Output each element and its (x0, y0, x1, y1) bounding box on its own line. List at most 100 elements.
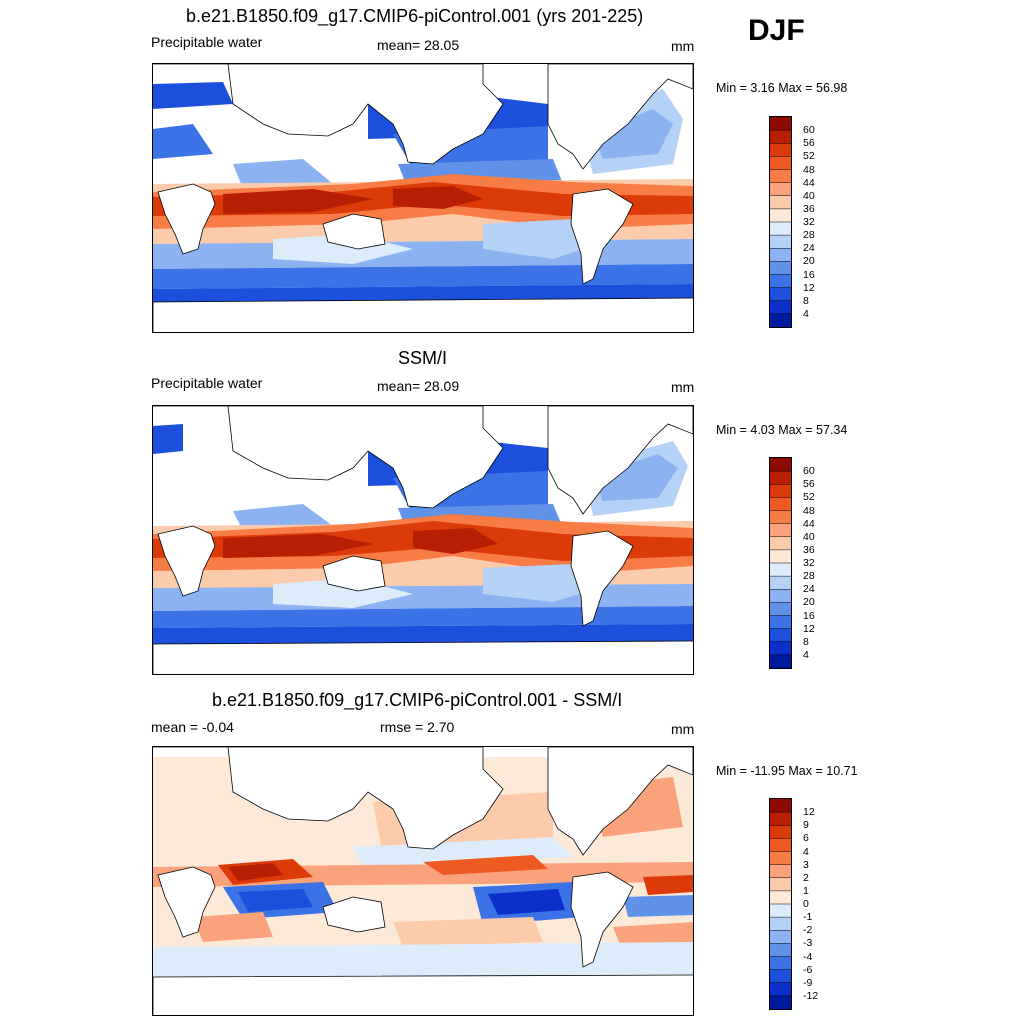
colorbar-tick: 32 (803, 216, 815, 228)
colorbar-tick: -6 (803, 963, 813, 976)
colorbar-swatch (770, 654, 791, 668)
colorbar-tick: -4 (803, 950, 813, 963)
colorbar-tick: -12 (803, 989, 819, 1002)
colorbar-tick: 12 (803, 806, 815, 819)
colorbar-tick: 52 (803, 491, 815, 504)
colorbar-tick: 8 (803, 294, 809, 307)
colorbar-swatch (770, 313, 791, 327)
panel-1-title: b.e21.B1850.f09_g17.CMIP6-piControl.001 … (186, 6, 644, 26)
colorbar-swatch (770, 576, 791, 590)
colorbar-swatch (770, 458, 791, 472)
colorbar-swatch (770, 143, 791, 157)
colorbar-swatch (770, 641, 791, 656)
panel-2-colorbar (769, 457, 792, 669)
colorbar-swatch (770, 838, 791, 852)
colorbar-swatch (770, 956, 791, 970)
colorbar-tick: 52 (803, 150, 815, 163)
panel-3-mean-label: mean = -0.04 (151, 719, 234, 735)
colorbar-swatch (770, 523, 791, 538)
colorbar-tick: 12 (803, 281, 815, 294)
colorbar-swatch (770, 864, 791, 879)
panel-3-units: mm (671, 721, 695, 737)
colorbar-swatch (770, 287, 791, 302)
colorbar-swatch (770, 969, 791, 984)
colorbar-swatch (770, 471, 791, 485)
colorbar-swatch (770, 982, 791, 997)
colorbar-swatch (770, 235, 791, 249)
colorbar-swatch (770, 274, 791, 288)
colorbar-tick: 24 (803, 583, 815, 596)
colorbar-tick: 56 (803, 137, 815, 150)
colorbar-tick: 60 (803, 124, 815, 137)
panel-3-rmse-label: rmse = 2.70 (380, 719, 455, 735)
colorbar-swatch (770, 917, 791, 931)
colorbar-tick: 16 (803, 268, 815, 281)
colorbar-swatch (770, 877, 791, 892)
colorbar-swatch (770, 799, 791, 813)
panel-2-minmax: Min = 4.03 Max = 57.34 (716, 423, 848, 437)
colorbar-swatch (770, 943, 791, 957)
colorbar-swatch (770, 589, 791, 603)
colorbar-swatch (770, 117, 791, 131)
panel-3-colorbar (769, 798, 792, 1010)
colorbar-swatch (770, 130, 791, 144)
panel-1-minmax: Min = 3.16 Max = 56.98 (716, 81, 848, 95)
colorbar-tick: 3 (803, 858, 809, 871)
colorbar-tick: 1 (803, 884, 809, 897)
season-label: DJF (748, 14, 805, 47)
colorbar-swatch (770, 995, 791, 1009)
panel-2-title: SSM/I (398, 348, 448, 368)
colorbar-tick: 28 (803, 229, 815, 242)
colorbar-tick: 2 (803, 871, 809, 884)
colorbar-tick: 40 (803, 189, 815, 202)
colorbar-tick: 9 (803, 819, 809, 832)
colorbar-tick: 4 (803, 307, 809, 320)
colorbar-tick: 0 (803, 898, 809, 910)
colorbar-swatch (770, 890, 791, 905)
colorbar-swatch (770, 904, 791, 918)
colorbar-tick: 56 (803, 478, 815, 491)
panel-3-colorbar-swatches (770, 799, 791, 1009)
panel-3-minmax: Min = -11.95 Max = 10.71 (716, 764, 858, 778)
colorbar-tick: 44 (803, 176, 815, 189)
colorbar-tick: -1 (803, 911, 813, 924)
colorbar-swatch (770, 182, 791, 197)
colorbar-swatch (770, 549, 791, 564)
colorbar-tick: 48 (803, 163, 815, 176)
colorbar-swatch (770, 628, 791, 643)
panel-2-mean-label: mean= 28.09 (377, 378, 460, 394)
colorbar-tick: 28 (803, 570, 815, 583)
colorbar-swatch (770, 563, 791, 577)
colorbar-tick: 44 (803, 517, 815, 530)
panel-1-map (152, 63, 694, 333)
panel-3-title: b.e21.B1850.f09_g17.CMIP6-piControl.001 … (212, 690, 623, 710)
colorbar-swatch (770, 497, 791, 511)
colorbar-tick: 4 (803, 648, 809, 661)
colorbar-tick: -9 (803, 976, 813, 989)
panel-2-left-label: Precipitable water (151, 375, 263, 391)
panel-1-mean-label: mean= 28.05 (377, 37, 460, 53)
colorbar-swatch (770, 156, 791, 170)
colorbar-swatch (770, 536, 791, 551)
colorbar-swatch (770, 208, 791, 223)
panel-3-map (152, 746, 694, 1016)
colorbar-swatch (770, 851, 791, 865)
colorbar-tick: 16 (803, 609, 815, 622)
colorbar-tick: 8 (803, 635, 809, 648)
colorbar-tick: 20 (803, 596, 815, 609)
colorbar-tick: 12 (803, 622, 815, 635)
colorbar-swatch (770, 222, 791, 236)
colorbar-tick: 36 (803, 543, 815, 556)
colorbar-swatch (770, 825, 791, 839)
colorbar-tick: 40 (803, 530, 815, 543)
colorbar-swatch (770, 510, 791, 524)
colorbar-swatch (770, 195, 791, 210)
colorbar-swatch (770, 602, 791, 616)
colorbar-swatch (770, 300, 791, 315)
colorbar-tick: -3 (803, 937, 813, 950)
panel-1-left-label: Precipitable water (151, 34, 263, 50)
panel-2-units: mm (671, 379, 695, 395)
colorbar-tick: 36 (803, 202, 815, 215)
colorbar-tick: 48 (803, 504, 815, 517)
colorbar-swatch (770, 615, 791, 629)
